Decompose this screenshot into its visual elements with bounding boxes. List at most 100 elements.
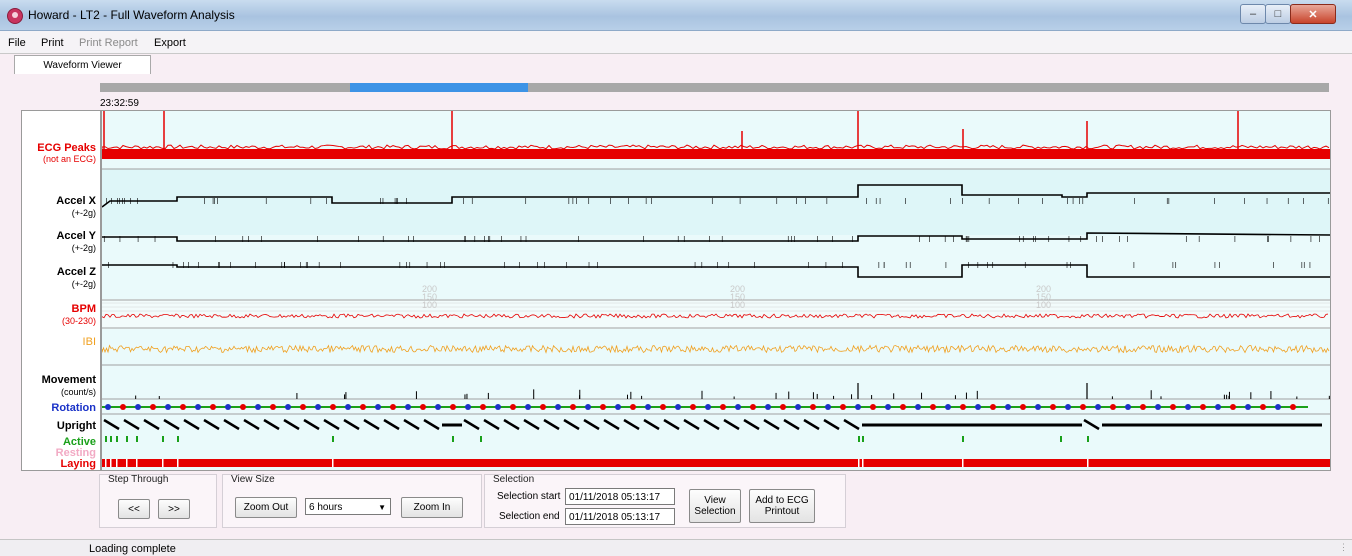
waveform-plot[interactable]: 200 150 100 200 150 100 200 150 100 bbox=[101, 110, 1331, 471]
laying-gap bbox=[1087, 459, 1089, 467]
active-tick bbox=[116, 436, 118, 442]
upright-segment bbox=[483, 418, 500, 431]
step-through-group: Step Through << >> bbox=[99, 474, 217, 528]
ecg-peaks-band bbox=[102, 149, 1330, 159]
active-tick bbox=[105, 436, 107, 442]
upright-segment bbox=[683, 418, 700, 431]
selection-end-field[interactable]: 01/11/2018 05:13:17 bbox=[565, 508, 675, 525]
close-button[interactable]: ✕ bbox=[1290, 4, 1336, 24]
rotation-marker bbox=[480, 404, 486, 410]
upright-segment bbox=[283, 418, 300, 431]
chevron-down-icon: ▼ bbox=[378, 503, 386, 512]
bpm-scale-3: 200 150 100 bbox=[1036, 284, 1052, 310]
rotation-marker bbox=[810, 404, 816, 410]
menu-export[interactable]: Export bbox=[154, 37, 186, 49]
label-accel-z: Accel Z bbox=[56, 266, 96, 278]
upright-segment bbox=[783, 418, 800, 431]
active-tick bbox=[862, 436, 864, 442]
label-bpm-sub: (30-230) bbox=[61, 316, 96, 326]
rotation-marker bbox=[690, 404, 696, 410]
upright-segment bbox=[503, 418, 520, 431]
minimize-icon: – bbox=[1249, 8, 1257, 20]
rotation-marker bbox=[300, 404, 306, 410]
upright-segment bbox=[843, 418, 860, 431]
upright-segment bbox=[403, 418, 420, 431]
upright-segment bbox=[603, 418, 620, 431]
upright-segment bbox=[323, 418, 340, 431]
channel-labels: ECG Peaks (not an ECG) Accel X (+-2g) Ac… bbox=[21, 110, 101, 471]
rotation-marker bbox=[750, 404, 756, 410]
ecg-peaks-trace bbox=[102, 144, 1330, 150]
selection-start-field[interactable]: 01/11/2018 05:13:17 bbox=[565, 488, 675, 505]
zoom-out-button[interactable]: Zoom Out bbox=[235, 497, 297, 518]
laying-gap bbox=[962, 459, 964, 467]
rotation-marker bbox=[705, 404, 711, 410]
accel-z-trace bbox=[102, 264, 1330, 278]
rotation-marker bbox=[525, 404, 531, 410]
rotation-marker bbox=[945, 404, 951, 410]
time-range-bar[interactable] bbox=[100, 83, 1329, 92]
rotation-marker bbox=[330, 404, 336, 410]
rotation-marker bbox=[990, 404, 996, 410]
view-size-select[interactable]: 6 hours ▼ bbox=[305, 498, 391, 515]
rotation-marker bbox=[1290, 404, 1296, 410]
rotation-marker bbox=[1080, 404, 1086, 410]
rotation-marker bbox=[1230, 404, 1236, 410]
menu-file[interactable]: File bbox=[8, 37, 26, 49]
maximize-button[interactable]: □ bbox=[1265, 4, 1291, 24]
active-tick bbox=[858, 436, 860, 442]
plot-band bbox=[102, 169, 1330, 235]
resize-grip-icon[interactable]: ⋮ bbox=[1339, 542, 1348, 552]
title-bar: Howard - LT2 - Full Waveform Analysis – … bbox=[0, 0, 1352, 31]
zoom-in-button[interactable]: Zoom In bbox=[401, 497, 463, 518]
upright-segment bbox=[183, 418, 200, 431]
upright-segment bbox=[643, 418, 660, 431]
label-rotation: Rotation bbox=[51, 402, 96, 414]
rotation-marker bbox=[465, 404, 471, 410]
step-next-button[interactable]: >> bbox=[158, 499, 190, 519]
laying-gap bbox=[136, 459, 138, 467]
selection-title: Selection bbox=[493, 474, 535, 485]
rotation-marker bbox=[345, 404, 351, 410]
active-tick bbox=[136, 436, 138, 442]
upright-segment bbox=[103, 418, 120, 431]
upright-segment bbox=[523, 418, 540, 431]
upright-segment bbox=[203, 418, 220, 431]
upright-segment bbox=[463, 418, 480, 431]
rotation-marker bbox=[1065, 404, 1071, 410]
rotation-marker bbox=[1155, 404, 1161, 410]
time-range-selection[interactable] bbox=[350, 83, 528, 92]
minimize-button[interactable]: – bbox=[1240, 4, 1266, 24]
menu-print[interactable]: Print bbox=[41, 37, 64, 49]
tab-waveform-viewer[interactable]: Waveform Viewer bbox=[14, 55, 151, 74]
rotation-marker bbox=[195, 404, 201, 410]
rotation-marker bbox=[255, 404, 261, 410]
upright-segment bbox=[703, 418, 720, 431]
selection-end-label: Selection end bbox=[499, 511, 560, 522]
label-active: Active bbox=[62, 436, 96, 448]
upright-segment bbox=[123, 418, 140, 431]
upright-segment bbox=[743, 418, 760, 431]
laying-gap bbox=[862, 459, 864, 467]
view-selection-button[interactable]: View Selection bbox=[689, 489, 741, 523]
step-prev-button[interactable]: << bbox=[118, 499, 150, 519]
selection-group: Selection Selection start 01/11/2018 05:… bbox=[484, 474, 846, 528]
app-icon bbox=[7, 8, 23, 24]
bpm-scale-1: 200 150 100 bbox=[422, 284, 438, 310]
rotation-marker bbox=[225, 404, 231, 410]
maximize-icon: □ bbox=[1274, 8, 1282, 20]
menu-print-report[interactable]: Print Report bbox=[79, 37, 138, 49]
rotation-marker bbox=[735, 404, 741, 410]
label-bpm: BPM bbox=[71, 303, 96, 315]
label-accel-x: Accel X bbox=[56, 195, 96, 207]
rotation-marker bbox=[915, 404, 921, 410]
label-upright: Upright bbox=[56, 420, 96, 432]
add-to-ecg-printout-button[interactable]: Add to ECG Printout bbox=[749, 489, 815, 523]
rotation-marker bbox=[870, 404, 876, 410]
upright-segment bbox=[823, 418, 840, 431]
active-tick bbox=[126, 436, 128, 442]
label-ecg-peaks-sub: (not an ECG) bbox=[42, 154, 96, 164]
upright-segment bbox=[423, 418, 440, 431]
rotation-marker bbox=[1140, 404, 1146, 410]
label-ecg-peaks: ECG Peaks bbox=[37, 142, 96, 154]
